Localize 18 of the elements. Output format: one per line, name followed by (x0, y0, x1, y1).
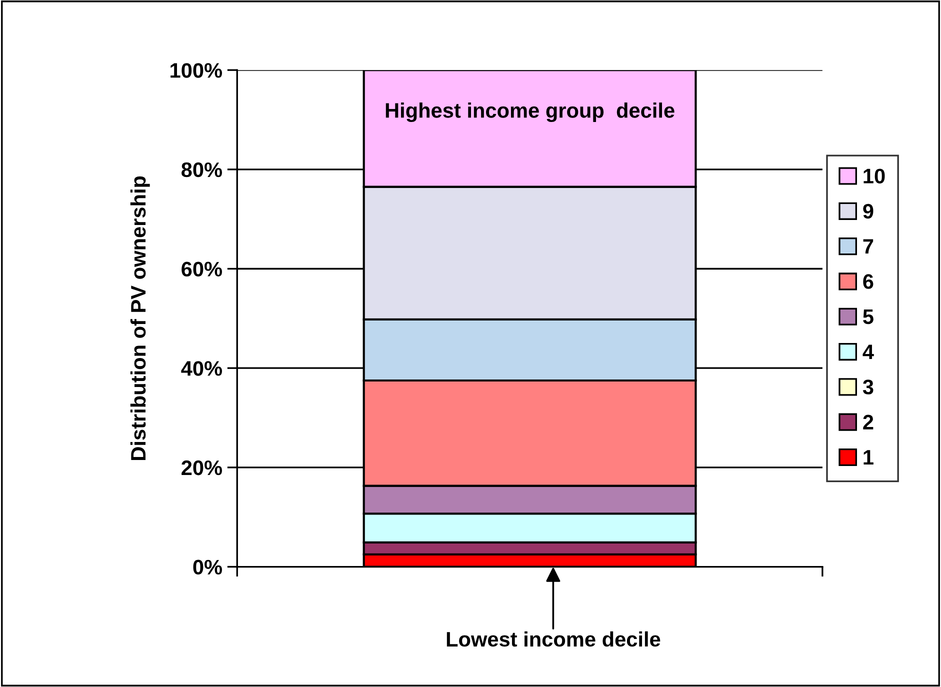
y-tick-label: 100% (170, 63, 222, 78)
y-tick-label: 80% (182, 162, 222, 178)
y-tick-label: 60% (182, 262, 222, 277)
y-tick-label: 20% (182, 460, 222, 476)
y-axis-title: Distribution of PV ownership (130, 176, 150, 460)
legend-label: 1 (864, 450, 874, 464)
legend-label: 6 (863, 274, 874, 289)
y-tick-label: 40% (181, 361, 222, 376)
y-tick-label: 0% (193, 560, 222, 575)
legend-label: 2 (863, 414, 874, 430)
annotation: Highest income group decile (386, 102, 674, 122)
legend-label: 9 (863, 204, 874, 219)
legend-label: 3 (862, 380, 874, 394)
legend-label: 7 (863, 239, 874, 254)
legend-label: 4 (862, 344, 874, 360)
legend-label: 10 (864, 168, 885, 184)
legend-label: 5 (863, 310, 874, 324)
text: Lowest income decile (446, 631, 660, 647)
